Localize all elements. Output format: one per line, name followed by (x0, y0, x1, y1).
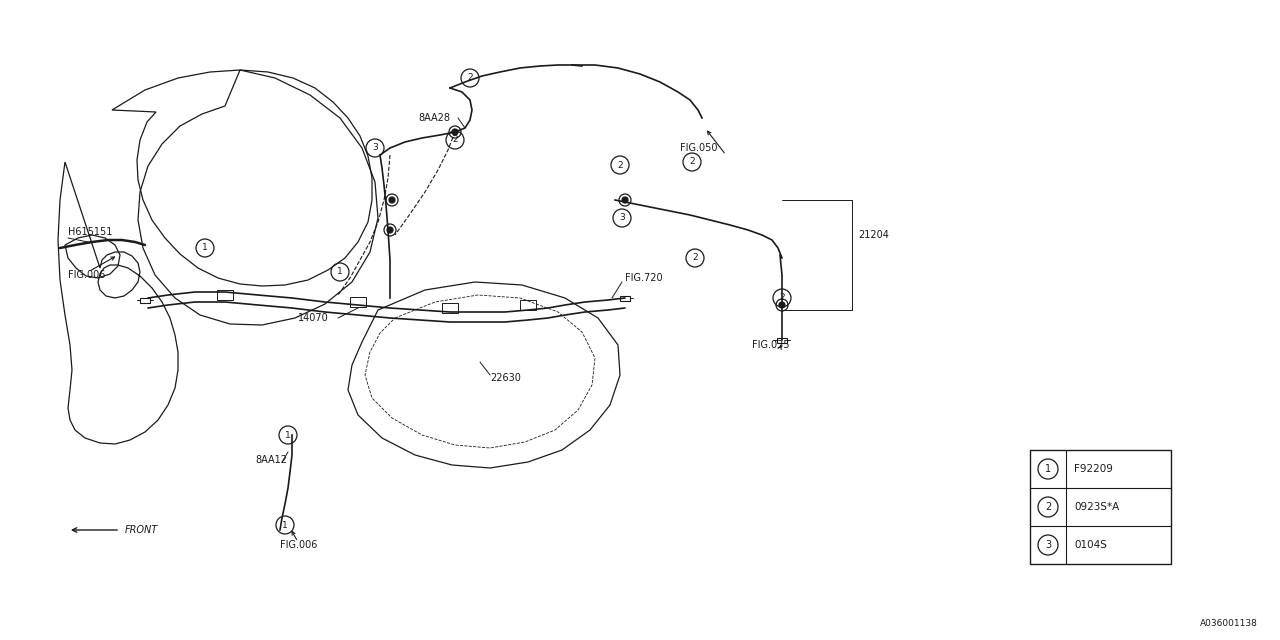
Text: FIG.035: FIG.035 (753, 340, 790, 350)
Text: 14070: 14070 (298, 313, 329, 323)
Text: F92209: F92209 (1074, 464, 1112, 474)
Bar (620, 296, 630, 301)
Text: FIG.006: FIG.006 (280, 540, 317, 550)
Text: 1: 1 (282, 520, 288, 529)
Text: 3: 3 (372, 143, 378, 152)
Bar (442, 303, 458, 313)
Text: A036001138: A036001138 (1201, 619, 1258, 628)
Bar (140, 298, 150, 303)
Text: FIG.006: FIG.006 (68, 270, 105, 280)
Circle shape (389, 197, 396, 203)
Text: 2: 2 (692, 253, 698, 262)
Text: 0104S: 0104S (1074, 540, 1107, 550)
Text: 21204: 21204 (858, 230, 888, 240)
Text: 2: 2 (689, 157, 695, 166)
Text: 2: 2 (452, 136, 458, 145)
Text: 2: 2 (1044, 502, 1051, 512)
Bar (349, 297, 366, 307)
Text: 2: 2 (780, 294, 785, 303)
Text: 2: 2 (617, 161, 623, 170)
Text: 1: 1 (202, 243, 207, 253)
Text: 1: 1 (1044, 464, 1051, 474)
Text: 0923S*A: 0923S*A (1074, 502, 1119, 512)
Text: 8AA12: 8AA12 (255, 455, 287, 465)
Text: FIG.720: FIG.720 (625, 273, 663, 283)
Bar (1030, 450, 1171, 564)
Text: 3: 3 (620, 214, 625, 223)
Text: 3: 3 (1044, 540, 1051, 550)
Bar (777, 338, 787, 343)
Text: 2: 2 (467, 74, 472, 83)
Text: H615151: H615151 (68, 227, 113, 237)
Bar (520, 300, 536, 310)
Text: 1: 1 (337, 268, 343, 276)
Text: 22630: 22630 (490, 373, 521, 383)
Text: FRONT: FRONT (125, 525, 159, 535)
Circle shape (622, 197, 628, 203)
Circle shape (387, 227, 393, 233)
Text: 8AA28: 8AA28 (419, 113, 451, 123)
Text: 1: 1 (285, 431, 291, 440)
Circle shape (780, 302, 785, 308)
Text: FIG.050: FIG.050 (680, 143, 718, 153)
Circle shape (452, 129, 458, 135)
Bar (218, 290, 233, 300)
